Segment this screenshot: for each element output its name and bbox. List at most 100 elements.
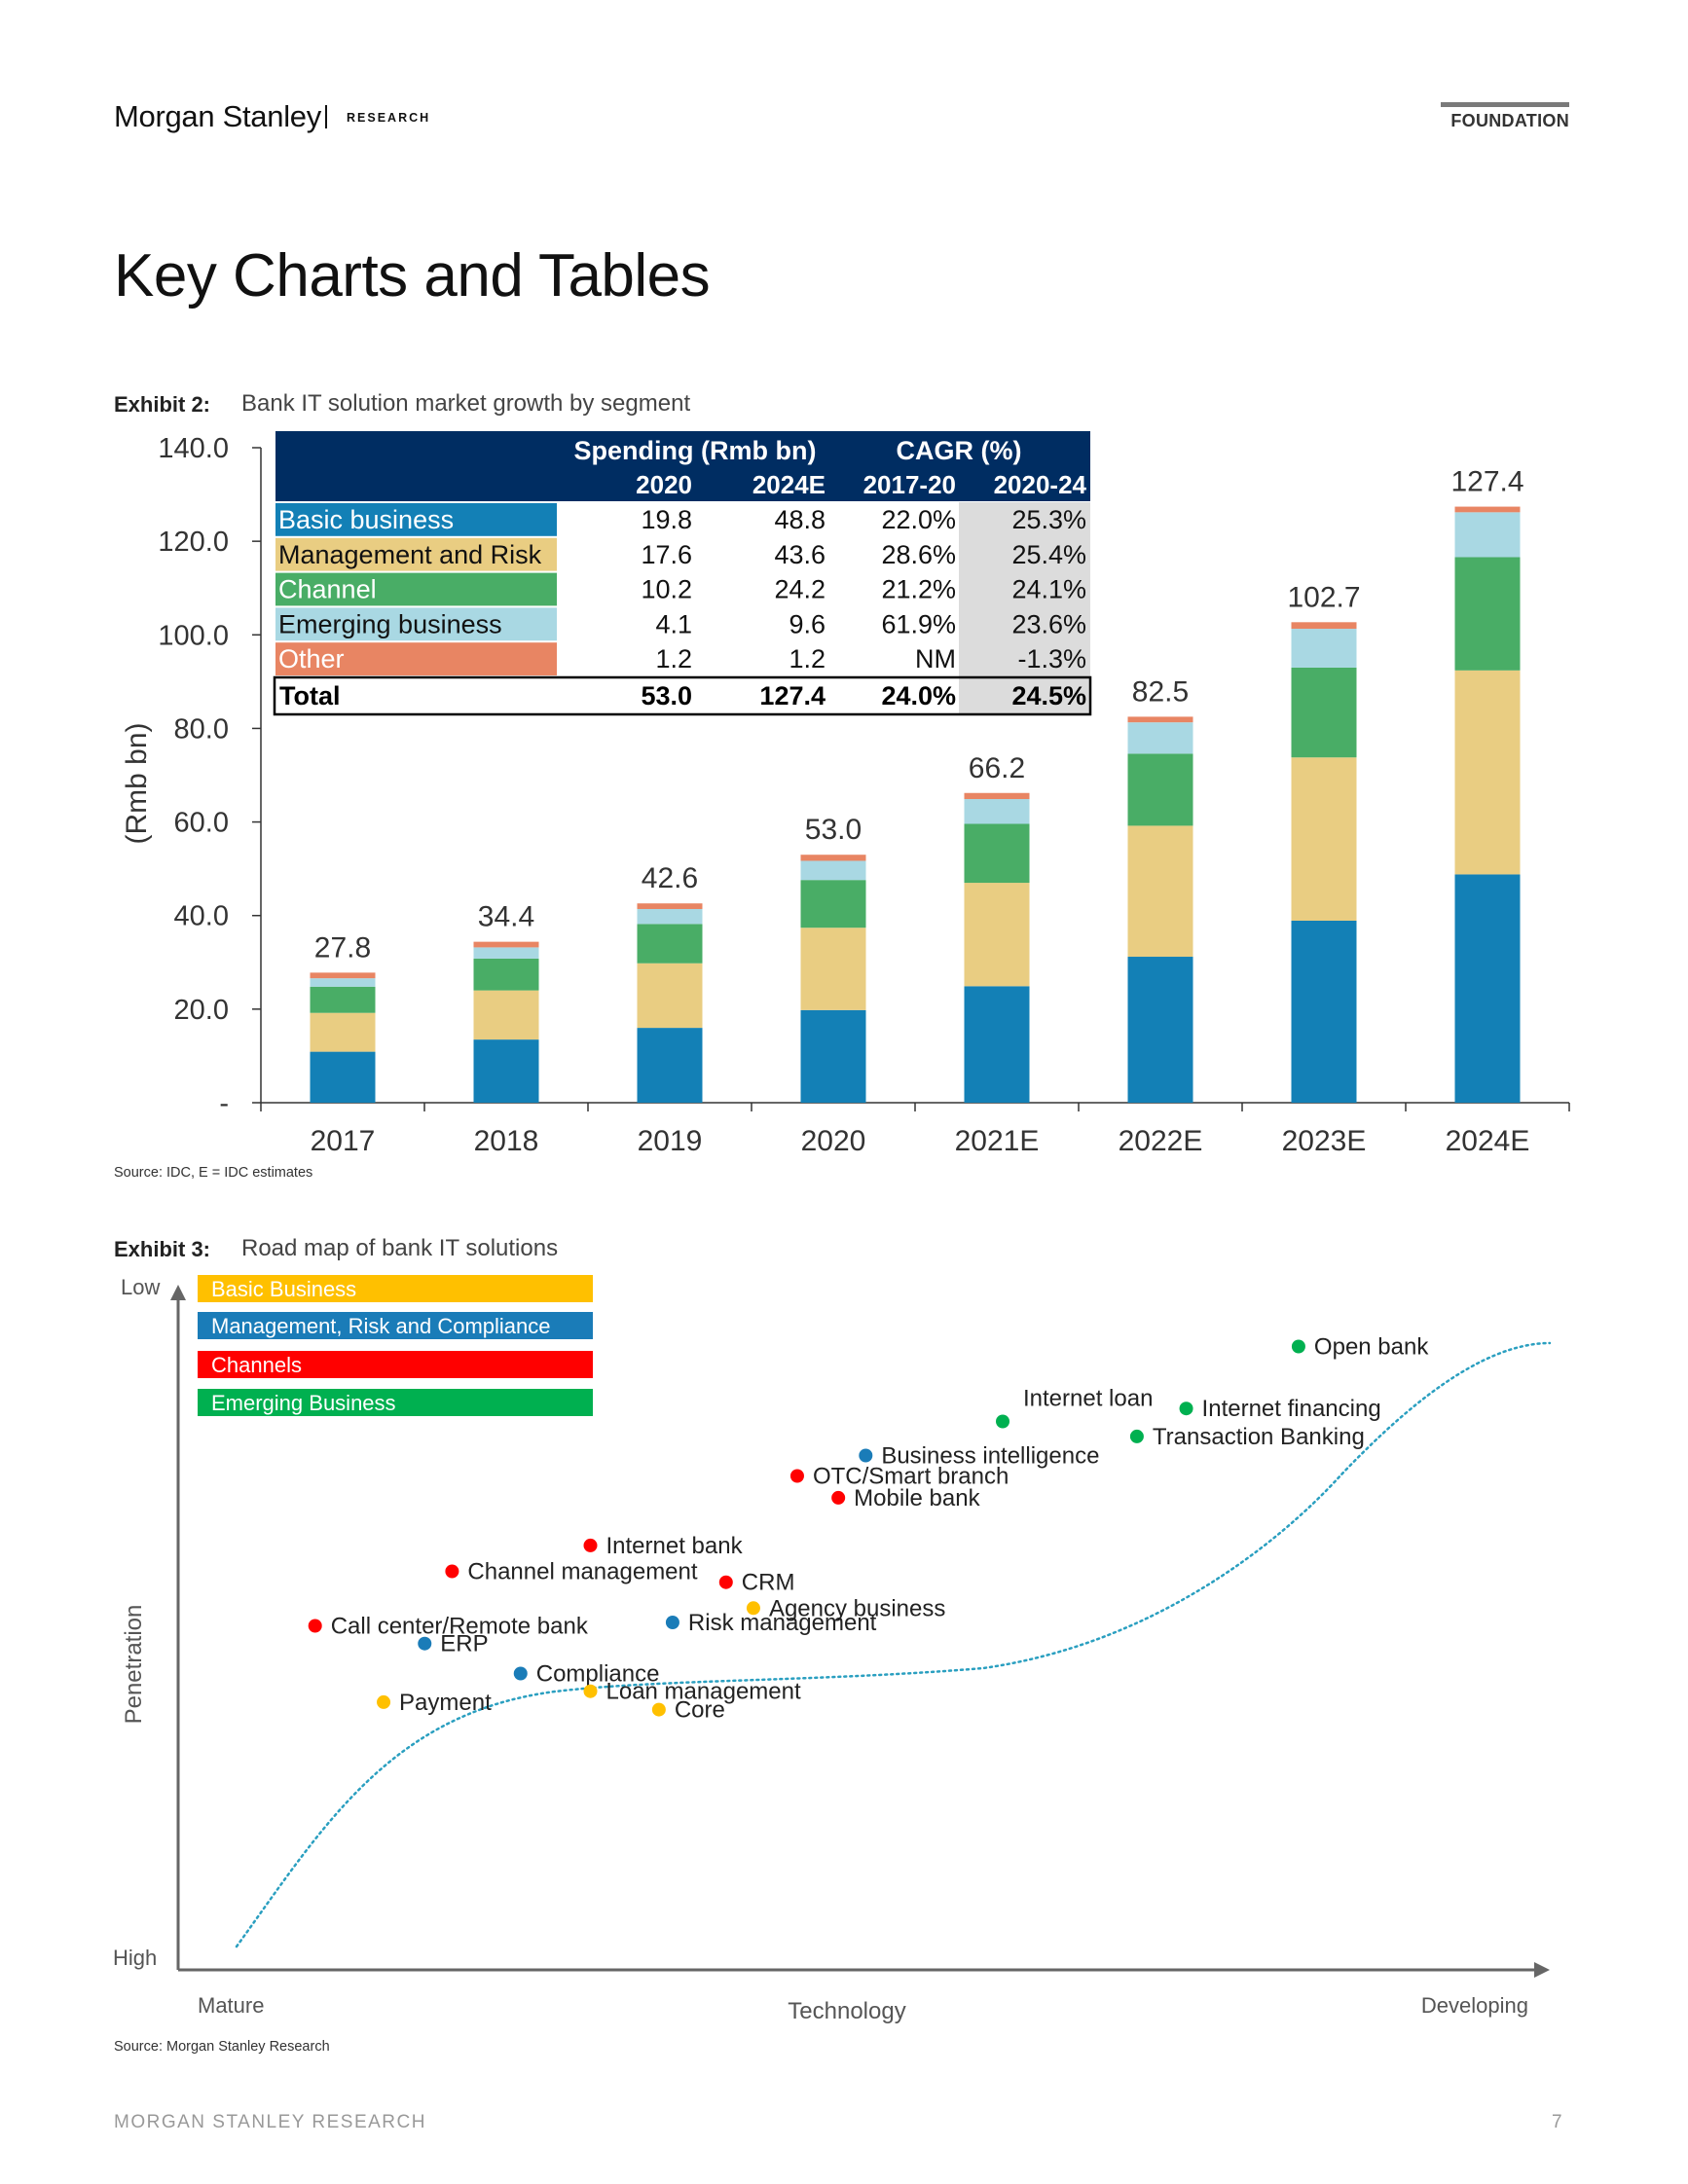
y-tick-label: 80.0 — [174, 713, 229, 745]
table-cell: 22.0% — [881, 505, 956, 534]
table-cell: 25.4% — [1011, 540, 1086, 569]
table-cell: 21.2% — [881, 575, 956, 604]
adoption-curve — [235, 1341, 1552, 1948]
roadmap-point — [718, 1575, 733, 1589]
table-header-cagr: CAGR (%) — [897, 436, 1022, 465]
roadmap-point — [308, 1619, 322, 1633]
table-cell: 24.1% — [1011, 575, 1086, 604]
bar-total-label: 102.7 — [1287, 581, 1360, 613]
table-row-color-swatch — [275, 607, 557, 641]
table-cell: 48.8 — [774, 505, 826, 534]
bank-it-roadmap-chart: Low High Penetration Mature Technology Develo… — [113, 1275, 1552, 2024]
bar-segment-basic-business — [1127, 957, 1193, 1103]
roadmap-point-label: Internet loan — [1023, 1386, 1153, 1412]
legend-label: Channels — [211, 1353, 302, 1377]
roadmap-point-label: Business intelligence — [881, 1443, 1099, 1470]
roadmap-point — [789, 1469, 804, 1483]
bank-it-stacked-bar-chart: - 20.0 40.0 60.0 80.0 100.0 120.0 140.0 (Rmb bn)… — [121, 431, 1570, 1157]
table-header-spending: Spending (Rmb bn) — [574, 436, 817, 465]
table-cell: 1.2 — [789, 644, 826, 673]
legend-swatch — [198, 1351, 593, 1378]
legend-swatch — [198, 1389, 593, 1416]
bar-segment-channel — [800, 880, 866, 928]
roadmap-point — [996, 1414, 1010, 1429]
bar-segment-channel — [1127, 753, 1193, 826]
roadmap-point-label: Internet financing — [1202, 1396, 1381, 1422]
y-tick-label: 100.0 — [158, 620, 229, 651]
bar-segment-basic-business — [964, 986, 1030, 1103]
bar-segment-other — [637, 903, 703, 909]
bar-segment-emerging-business — [310, 978, 376, 987]
exhibit3-title: Road map of bank IT solutions — [241, 1235, 559, 1261]
x-tick-label: 2020 — [801, 1125, 866, 1157]
roadmap-point-label: Internet bank — [606, 1533, 744, 1559]
table-cell: NM — [915, 644, 956, 673]
x-axis-right-label: Developing — [1421, 1993, 1528, 2018]
table-row-name: Channel — [278, 575, 377, 604]
bar-total-label: 42.6 — [642, 862, 698, 894]
legend-label: Management, Risk and Compliance — [211, 1314, 551, 1338]
table-cell: 24.2 — [774, 575, 826, 604]
y-tick-label: - — [219, 1088, 229, 1119]
table-row-color-swatch — [275, 642, 557, 675]
bar-segment-basic-business — [310, 1051, 376, 1103]
roadmap-point — [418, 1636, 432, 1651]
bar-segment-other — [1454, 506, 1521, 513]
bar-segment-emerging-business — [1291, 629, 1357, 668]
table-cell: 17.6 — [641, 540, 692, 569]
y-axis-title: (Rmb bn) — [121, 722, 153, 844]
table-total-border — [273, 675, 1092, 716]
table-col-header: 2020 — [636, 470, 692, 499]
roadmap-point — [651, 1702, 666, 1717]
bar-segment-channel — [964, 823, 1030, 884]
bar-segment-basic-business — [1291, 921, 1357, 1103]
roadmap-point — [445, 1564, 459, 1579]
bar-segment-management-and-risk — [964, 883, 1030, 987]
table-total-cell: 24.0% — [881, 681, 956, 710]
bar-segment-management-and-risk — [1291, 757, 1357, 922]
roadmap-point-label: Transaction Banking — [1153, 1424, 1365, 1450]
bar-total-label: 82.5 — [1132, 675, 1189, 708]
bar-total-label: 34.4 — [478, 901, 534, 933]
x-tick-label: 2017 — [311, 1125, 376, 1157]
legend-swatch — [198, 1275, 593, 1302]
exhibit3-source: Source: Morgan Stanley Research — [114, 2039, 330, 2055]
x-tick-label: 2024E — [1446, 1125, 1530, 1157]
x-axis-title: Technology — [788, 1998, 905, 2024]
roadmap-point-label: CRM — [742, 1570, 795, 1596]
table-total-name: Total — [279, 681, 341, 710]
bar-segment-other — [1291, 622, 1357, 630]
table-row-name: Basic business — [278, 505, 454, 534]
bar-segment-management-and-risk — [637, 963, 703, 1029]
table-row-color-swatch — [275, 572, 557, 606]
roadmap-point-label: Compliance — [536, 1661, 660, 1688]
roadmap-point-label: Agency business — [769, 1595, 945, 1621]
roadmap-point-label: Channel management — [467, 1559, 697, 1585]
roadmap-point — [583, 1684, 598, 1698]
roadmap-point — [746, 1601, 760, 1616]
roadmap-point-label: Mobile bank — [854, 1485, 980, 1511]
brand-logo: Morgan Stanley — [114, 99, 321, 133]
bar-segment-basic-business — [637, 1028, 703, 1103]
exhibit2-source: Source: IDC, E = IDC estimates — [114, 1165, 313, 1181]
x-tick-label: 2021E — [955, 1125, 1040, 1157]
page-number: 7 — [1552, 2112, 1562, 2132]
roadmap-point-label: Loan management — [606, 1679, 801, 1705]
table-header-bg — [275, 431, 1090, 501]
y-axis-arrow-icon — [170, 1285, 186, 1300]
bar-segment-emerging-business — [637, 908, 703, 925]
bar-segment-management-and-risk — [800, 928, 866, 1010]
table-cell: 25.3% — [1011, 505, 1086, 534]
y-tick-label: 120.0 — [158, 527, 229, 558]
table-cell: 43.6 — [774, 540, 826, 569]
roadmap-point — [1179, 1401, 1193, 1416]
legend-label: Basic Business — [211, 1277, 356, 1301]
bar-total-label: 27.8 — [314, 931, 371, 964]
table-cell: 4.1 — [655, 609, 692, 638]
bar-segment-channel — [637, 924, 703, 964]
roadmap-point-label: Open bank — [1314, 1334, 1429, 1361]
roadmap-point — [583, 1538, 598, 1552]
table-cell: 28.6% — [881, 540, 956, 569]
bar-segment-other — [310, 972, 376, 979]
x-tick-label: 2022E — [1119, 1125, 1203, 1157]
